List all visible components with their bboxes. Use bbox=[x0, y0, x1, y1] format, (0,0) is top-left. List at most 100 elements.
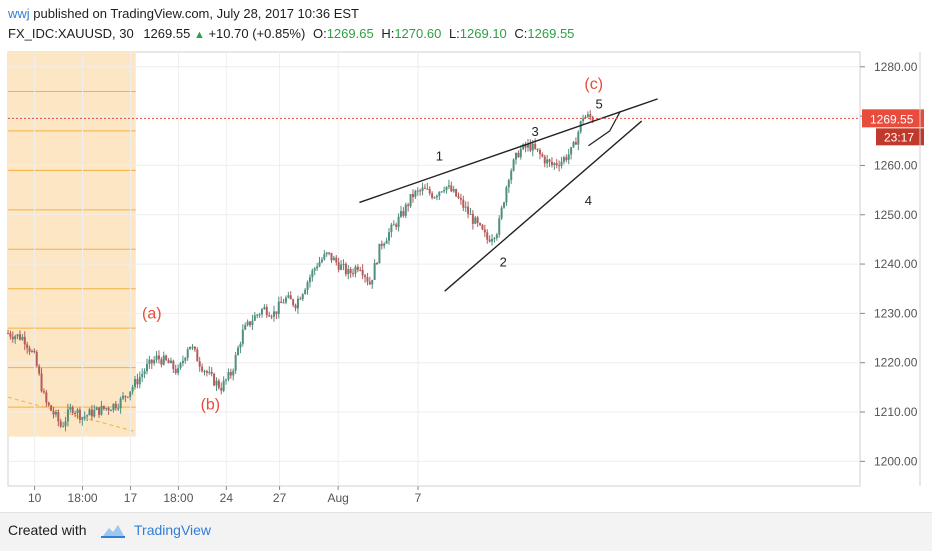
candle-body bbox=[114, 403, 117, 409]
candle-body bbox=[464, 206, 467, 208]
candle-body bbox=[239, 343, 242, 348]
candle-body bbox=[155, 355, 158, 360]
candle-body bbox=[131, 387, 134, 392]
tradingview-cloud-icon[interactable] bbox=[100, 521, 126, 539]
candle-body bbox=[198, 361, 201, 367]
candle-body bbox=[47, 402, 50, 406]
candle-body bbox=[83, 416, 86, 418]
candle-body bbox=[488, 239, 491, 242]
candle-body bbox=[555, 163, 558, 166]
y-tick-label: 1210.00 bbox=[874, 405, 918, 419]
candle-body bbox=[342, 263, 345, 265]
candle-body bbox=[543, 156, 546, 164]
y-tick-label: 1260.00 bbox=[874, 158, 918, 172]
candle-body bbox=[50, 405, 53, 411]
candle-body bbox=[157, 355, 160, 360]
candle-body bbox=[505, 187, 508, 203]
candle-body bbox=[86, 415, 89, 417]
wave-label: 4 bbox=[585, 193, 592, 208]
candle-body bbox=[371, 279, 374, 285]
candle-body bbox=[229, 371, 232, 376]
candle-body bbox=[18, 334, 21, 340]
candle-body bbox=[117, 408, 120, 410]
candle-body bbox=[515, 152, 518, 160]
candle-body bbox=[172, 360, 175, 370]
candle-body bbox=[249, 321, 252, 326]
y-tick-label: 1220.00 bbox=[874, 356, 918, 370]
candle-body bbox=[277, 301, 280, 315]
candle-body bbox=[102, 405, 105, 409]
candle-body bbox=[550, 161, 553, 166]
high-label: H: bbox=[381, 26, 395, 41]
candle-body bbox=[354, 266, 357, 274]
candle-body bbox=[376, 263, 379, 265]
candle-body bbox=[272, 311, 275, 317]
candle-body bbox=[23, 336, 26, 345]
candle-body bbox=[320, 259, 323, 263]
candle-body bbox=[179, 363, 182, 368]
candle-body bbox=[591, 117, 594, 121]
candle-body bbox=[457, 196, 460, 198]
candle-body bbox=[71, 407, 74, 413]
candle-body bbox=[196, 349, 199, 362]
candle-body bbox=[481, 224, 484, 230]
candle-body bbox=[323, 254, 326, 260]
candle-body bbox=[95, 407, 98, 410]
tradingview-brand[interactable]: TradingView bbox=[134, 522, 212, 538]
candle-body bbox=[167, 360, 170, 364]
author-link[interactable]: wwj bbox=[8, 6, 30, 21]
candle-body bbox=[90, 409, 93, 417]
candle-body bbox=[265, 307, 268, 316]
y-tick-label: 1230.00 bbox=[874, 306, 918, 320]
candle-body bbox=[126, 396, 129, 398]
candle-body bbox=[107, 408, 110, 411]
candle-body bbox=[349, 269, 352, 274]
countdown-label: 23:17 bbox=[884, 130, 914, 144]
candle-body bbox=[459, 197, 462, 200]
last-price: 1269.55 bbox=[143, 26, 191, 41]
candle-body bbox=[318, 262, 321, 267]
chart-header: wwj published on TradingView.com, July 2… bbox=[8, 4, 924, 44]
candle-body bbox=[452, 189, 455, 192]
candle-body bbox=[423, 187, 426, 189]
candle-body bbox=[203, 371, 206, 373]
candle-body bbox=[124, 395, 127, 397]
candle-body bbox=[52, 410, 55, 415]
candle-body bbox=[289, 295, 292, 300]
countdown-box bbox=[876, 128, 924, 146]
candle-body bbox=[311, 270, 314, 278]
candle-body bbox=[392, 224, 395, 226]
candle-body bbox=[340, 264, 343, 270]
candle-body bbox=[225, 379, 228, 381]
candle-body bbox=[38, 366, 41, 374]
footer: Created with TradingView bbox=[0, 512, 932, 551]
candle-body bbox=[201, 366, 204, 372]
candle-body bbox=[134, 379, 137, 388]
candle-body bbox=[524, 144, 527, 148]
candle-body bbox=[541, 154, 544, 157]
candle-body bbox=[232, 370, 235, 376]
candle-body bbox=[251, 320, 254, 326]
symbol-label[interactable]: FX_IDC:XAUUSD, 30 bbox=[8, 26, 134, 41]
candle-body bbox=[330, 252, 333, 261]
candle-body bbox=[217, 380, 220, 388]
wave-label: 3 bbox=[532, 124, 539, 139]
candle-body bbox=[421, 187, 424, 191]
x-tick-label: 10 bbox=[28, 491, 42, 505]
candle-body bbox=[215, 380, 218, 386]
candle-body bbox=[308, 277, 311, 283]
candle-body bbox=[143, 371, 146, 375]
candle-body bbox=[220, 387, 223, 391]
candle-body bbox=[431, 193, 434, 198]
wave-label: (a) bbox=[142, 305, 162, 322]
candle-body bbox=[227, 371, 230, 380]
candle-body bbox=[380, 243, 383, 246]
candle-body bbox=[373, 263, 376, 280]
candle-body bbox=[579, 121, 582, 132]
plot-frame bbox=[7, 51, 861, 487]
candle-body bbox=[275, 311, 278, 315]
candle-body bbox=[352, 273, 355, 275]
candle-body bbox=[462, 199, 465, 208]
